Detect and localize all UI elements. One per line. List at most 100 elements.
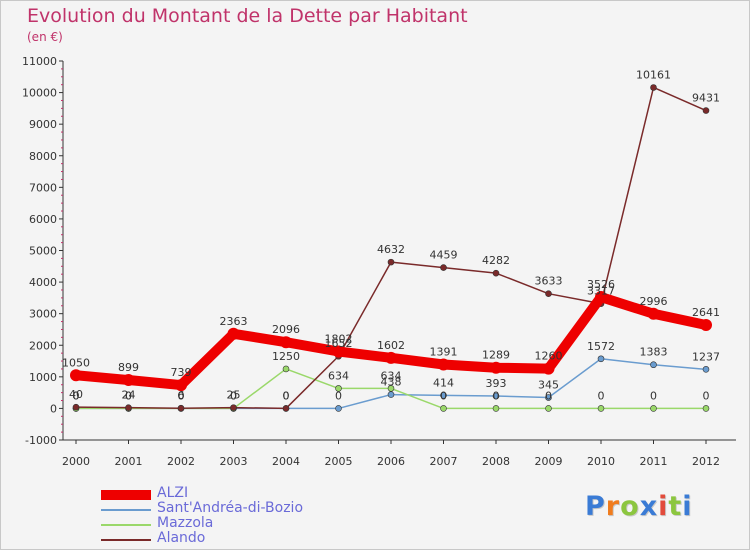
data-point [387,258,395,266]
data-point [437,358,450,371]
data-point [72,403,80,411]
data-point [387,391,395,398]
legend-label: Sant'Andréa-di-Bozio [157,500,304,516]
data-point [542,362,555,375]
data-label: 1289 [482,349,510,362]
data-point [230,404,237,411]
x-tick-label: 2005 [325,455,353,468]
data-point [545,394,552,401]
data-label: 0 [598,389,605,402]
data-label: 25 [227,389,241,402]
x-tick-label: 2001 [115,455,143,468]
data-point [385,351,397,364]
data-point [647,307,660,320]
data-label: 0 [440,389,447,402]
data-label: 1602 [377,339,405,352]
brand-letter: t [668,491,683,522]
y-tick-label: 3000 [29,308,57,321]
legend-swatch [101,539,151,541]
brand-letter: r [605,491,621,522]
data-point [545,405,552,412]
data-label: 2996 [640,295,668,308]
data-label: 2363 [220,315,248,328]
data-label: 1237 [692,350,720,363]
data-label: 1802 [325,333,353,346]
data-label: 0 [283,389,290,402]
data-label: 0 [125,389,132,402]
data-point [702,366,710,373]
x-tick-label: 2012 [692,455,720,468]
data-point [700,319,712,332]
data-point [702,107,710,114]
y-tick-label: 0 [50,402,57,415]
data-label: 1652 [325,337,353,350]
brand-logo: Proxiti [585,491,693,522]
legend-label: Mazzola [157,515,214,531]
data-point [440,264,447,271]
brand-letter: x [639,491,659,522]
data-point [280,336,292,349]
x-tick-label: 2004 [272,455,300,468]
x-tick-label: 2011 [640,455,668,468]
data-label: 634 [381,369,402,382]
data-label: 3526 [587,278,615,291]
data-point [595,291,607,304]
data-point [282,365,290,373]
legend-swatch [101,509,151,511]
brand-letter: o [620,491,640,522]
y-tick-label: 11000 [22,55,57,68]
data-label: 2096 [272,323,300,336]
data-point [177,404,185,412]
y-tick-label: -1000 [25,434,57,447]
data-label: 0 [335,389,342,402]
legend-swatch [101,490,151,500]
data-label: 1391 [430,345,458,358]
data-point [597,355,605,363]
data-point [282,405,290,412]
data-label: 40 [69,388,83,401]
x-tick-label: 2007 [430,455,458,468]
data-point [125,404,132,411]
data-point [650,405,657,412]
y-tick-label: 9000 [29,118,57,131]
data-label: 0 [493,389,500,402]
data-label: 0 [283,389,290,402]
data-label: 0 [545,389,552,402]
data-point [387,385,395,392]
data-point [335,405,342,412]
y-tick-label: 4000 [29,276,57,289]
data-label: 2641 [692,306,720,319]
y-tick-label: 5000 [29,245,57,258]
data-label: 0 [125,389,132,402]
data-point [70,369,82,382]
x-tick-label: 2003 [220,455,248,468]
data-label: 3317 [587,285,615,298]
data-label: 739 [171,366,192,379]
data-point [492,392,500,400]
data-label: 345 [538,379,559,392]
legend-swatch [101,524,151,526]
data-point [650,361,657,369]
data-point [545,290,552,297]
data-point [440,405,447,412]
x-tick-label: 2006 [377,455,405,468]
data-label: 4459 [430,249,458,262]
y-tick-label: 6000 [29,213,57,226]
data-label: 634 [328,369,349,382]
data-label: 3633 [535,275,563,288]
data-point [122,374,135,387]
y-tick-label: 10000 [22,87,57,100]
data-label: 24 [122,389,136,402]
data-point [175,379,187,392]
data-point [332,345,345,358]
chart-unit-label: (en €) [27,30,63,44]
legend-label: Alando [157,530,206,546]
y-tick-label: 1000 [29,371,57,384]
data-label: 10161 [636,68,671,81]
data-label: 4632 [377,243,405,256]
data-label: 0 [650,389,657,402]
data-label: 393 [486,377,507,390]
data-label: 899 [118,361,139,374]
y-tick-label: 8000 [29,150,57,163]
